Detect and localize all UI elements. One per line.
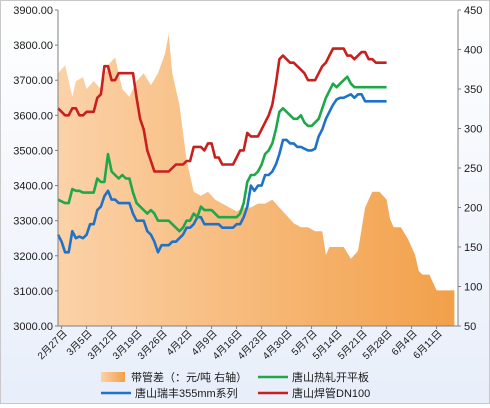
left-tick-label: 3100.00 xyxy=(13,286,53,298)
left-tick-label: 3500.00 xyxy=(13,145,53,157)
series-line-3 xyxy=(57,47,387,173)
right-axis-ticks: 50 100 150 200 250 300 350 400 450 xyxy=(458,5,482,333)
left-tick-label: 3700.00 xyxy=(13,75,53,87)
line-layer xyxy=(56,47,387,254)
series-line-1 xyxy=(56,93,387,254)
right-tick-label: 50 xyxy=(464,321,476,333)
right-tick-label: 450 xyxy=(464,5,482,17)
right-tick-label: 200 xyxy=(464,203,482,215)
right-tick-label: 150 xyxy=(464,242,482,254)
x-tick-label: 4月2日 xyxy=(164,328,194,358)
left-axis-ticks: 3000.00 3100.00 3200.00 3300.00 3400.00 3500.… xyxy=(13,5,58,333)
left-tick-label: 3900.00 xyxy=(13,5,53,17)
left-tick-label: 3800.00 xyxy=(13,40,53,52)
legend-label: 唐山焊管DN100 xyxy=(292,386,370,400)
left-tick-label: 3400.00 xyxy=(13,181,53,193)
legend-label: 带管差（：元/吨 右轴） xyxy=(131,370,247,384)
right-tick-label: 350 xyxy=(464,84,482,96)
left-tick-label: 3000.00 xyxy=(13,321,53,333)
legend-label: 唐山瑞丰355mm系列 xyxy=(135,386,238,400)
right-tick-label: 100 xyxy=(464,282,482,294)
right-tick-label: 300 xyxy=(464,124,482,136)
left-tick-label: 3600.00 xyxy=(13,110,53,122)
left-tick-label: 3200.00 xyxy=(13,251,53,263)
legend-swatch-area xyxy=(101,372,125,382)
right-tick-label: 400 xyxy=(464,45,482,57)
x-axis-ticks: 2月27日3月5日3月12日3月19日3月26日4月2日4月9日4月16日4月2… xyxy=(35,326,445,362)
left-tick-label: 3300.00 xyxy=(13,216,53,228)
legend-label: 唐山热轧开平板 xyxy=(292,370,369,384)
series-line-2 xyxy=(57,75,387,233)
right-tick-label: 250 xyxy=(464,163,482,175)
